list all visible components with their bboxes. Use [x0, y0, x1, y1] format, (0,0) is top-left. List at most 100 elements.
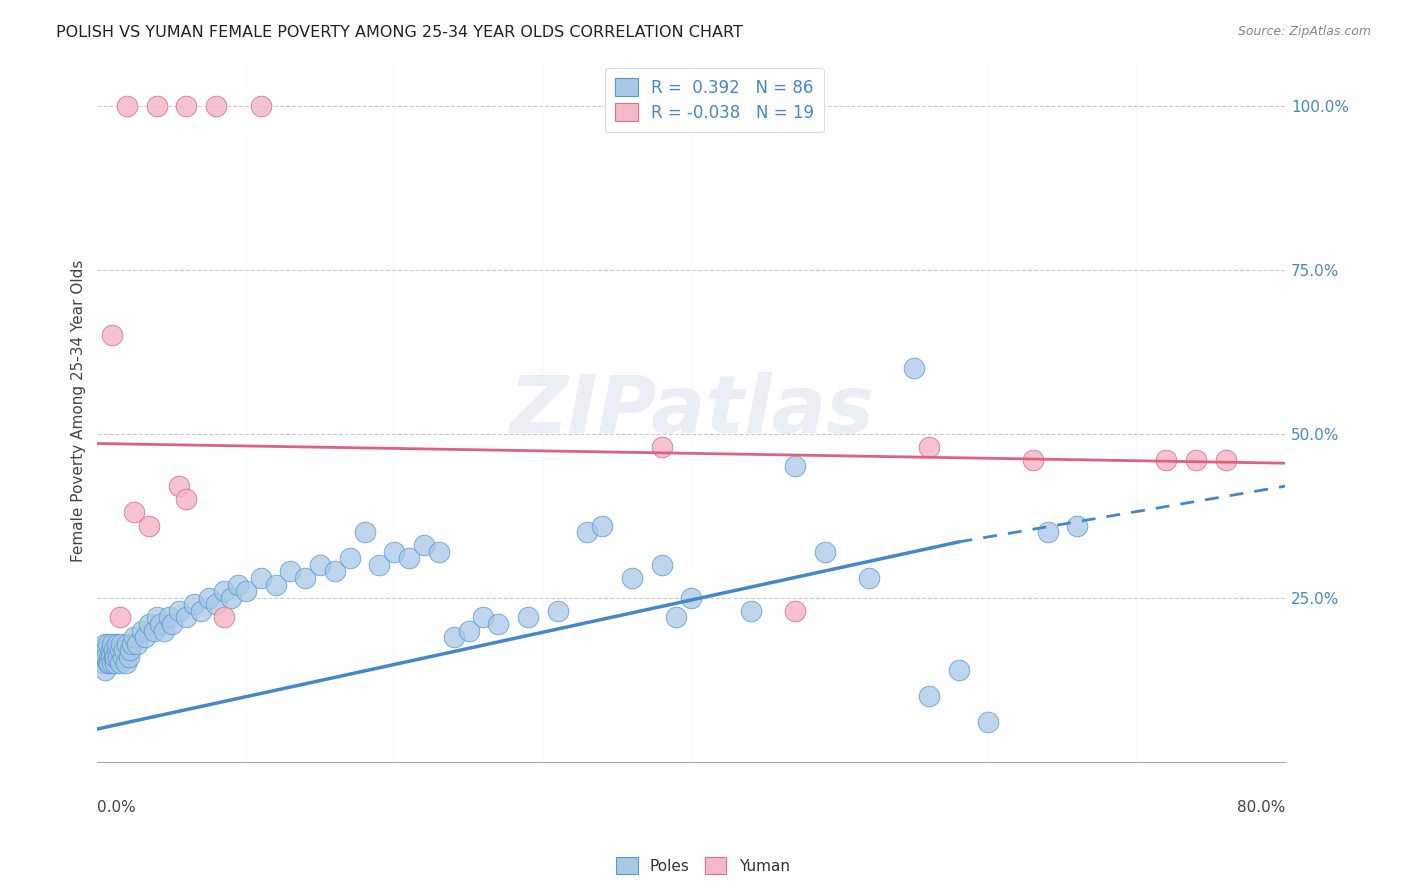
Text: 80.0%: 80.0%	[1237, 800, 1285, 815]
Point	[110, 637, 132, 651]
Point	[651, 440, 673, 454]
Point	[309, 558, 332, 572]
Point	[368, 558, 391, 572]
Point	[486, 617, 509, 632]
Point	[785, 459, 807, 474]
Point	[134, 630, 156, 644]
Point	[785, 604, 807, 618]
Point	[977, 715, 1000, 730]
Point	[105, 637, 128, 651]
Point	[96, 649, 118, 664]
Point	[413, 538, 436, 552]
Point	[353, 525, 375, 540]
Point	[918, 440, 941, 454]
Point	[100, 649, 122, 664]
Point	[948, 663, 970, 677]
Text: POLISH VS YUMAN FEMALE POVERTY AMONG 25-34 YEAR OLDS CORRELATION CHART: POLISH VS YUMAN FEMALE POVERTY AMONG 25-…	[56, 25, 744, 40]
Point	[160, 617, 183, 632]
Point	[108, 657, 131, 671]
Point	[918, 689, 941, 703]
Point	[1022, 453, 1045, 467]
Point	[115, 98, 138, 112]
Point	[323, 565, 346, 579]
Point	[1036, 525, 1059, 540]
Point	[176, 610, 198, 624]
Point	[681, 591, 703, 605]
Point	[472, 610, 495, 624]
Legend: Poles, Yuman: Poles, Yuman	[610, 851, 796, 880]
Point	[97, 637, 120, 651]
Point	[117, 649, 139, 664]
Point	[108, 610, 131, 624]
Point	[138, 518, 160, 533]
Point	[94, 637, 117, 651]
Point	[1215, 453, 1237, 467]
Point	[339, 551, 361, 566]
Point	[858, 571, 880, 585]
Point	[100, 643, 122, 657]
Point	[382, 545, 405, 559]
Point	[103, 649, 125, 664]
Point	[398, 551, 420, 566]
Point	[142, 624, 165, 638]
Point	[111, 649, 134, 664]
Point	[249, 571, 271, 585]
Point	[127, 637, 149, 651]
Point	[124, 505, 146, 519]
Point	[176, 492, 198, 507]
Point	[903, 361, 925, 376]
Point	[651, 558, 673, 572]
Point	[101, 637, 124, 651]
Point	[121, 637, 143, 651]
Point	[149, 617, 172, 632]
Point	[517, 610, 540, 624]
Point	[118, 643, 141, 657]
Point	[219, 591, 242, 605]
Point	[108, 643, 131, 657]
Legend: R =  0.392   N = 86, R = -0.038   N = 19: R = 0.392 N = 86, R = -0.038 N = 19	[605, 68, 824, 132]
Point	[547, 604, 569, 618]
Point	[176, 98, 198, 112]
Point	[90, 649, 112, 664]
Point	[212, 584, 235, 599]
Point	[104, 657, 127, 671]
Point	[98, 657, 121, 671]
Point	[115, 637, 138, 651]
Point	[1156, 453, 1178, 467]
Point	[157, 610, 180, 624]
Point	[205, 98, 228, 112]
Text: 0.0%: 0.0%	[97, 800, 136, 815]
Text: ZIPatlas: ZIPatlas	[509, 372, 873, 450]
Y-axis label: Female Poverty Among 25-34 Year Olds: Female Poverty Among 25-34 Year Olds	[72, 260, 86, 562]
Point	[249, 98, 271, 112]
Point	[167, 604, 190, 618]
Point	[124, 630, 146, 644]
Point	[1185, 453, 1208, 467]
Point	[107, 649, 129, 664]
Point	[197, 591, 219, 605]
Point	[427, 545, 450, 559]
Point	[183, 597, 205, 611]
Point	[205, 597, 228, 611]
Point	[138, 617, 160, 632]
Point	[814, 545, 837, 559]
Point	[443, 630, 465, 644]
Point	[153, 624, 176, 638]
Point	[167, 479, 190, 493]
Point	[97, 657, 120, 671]
Text: Source: ZipAtlas.com: Source: ZipAtlas.com	[1237, 25, 1371, 38]
Point	[145, 610, 167, 624]
Point	[89, 643, 111, 657]
Point	[114, 657, 136, 671]
Point	[740, 604, 762, 618]
Point	[576, 525, 599, 540]
Point	[457, 624, 479, 638]
Point	[105, 643, 128, 657]
Point	[190, 604, 212, 618]
Point	[98, 649, 121, 664]
Point	[228, 577, 250, 591]
Point	[665, 610, 688, 624]
Point	[264, 577, 287, 591]
Point	[91, 657, 114, 671]
Point	[94, 663, 117, 677]
